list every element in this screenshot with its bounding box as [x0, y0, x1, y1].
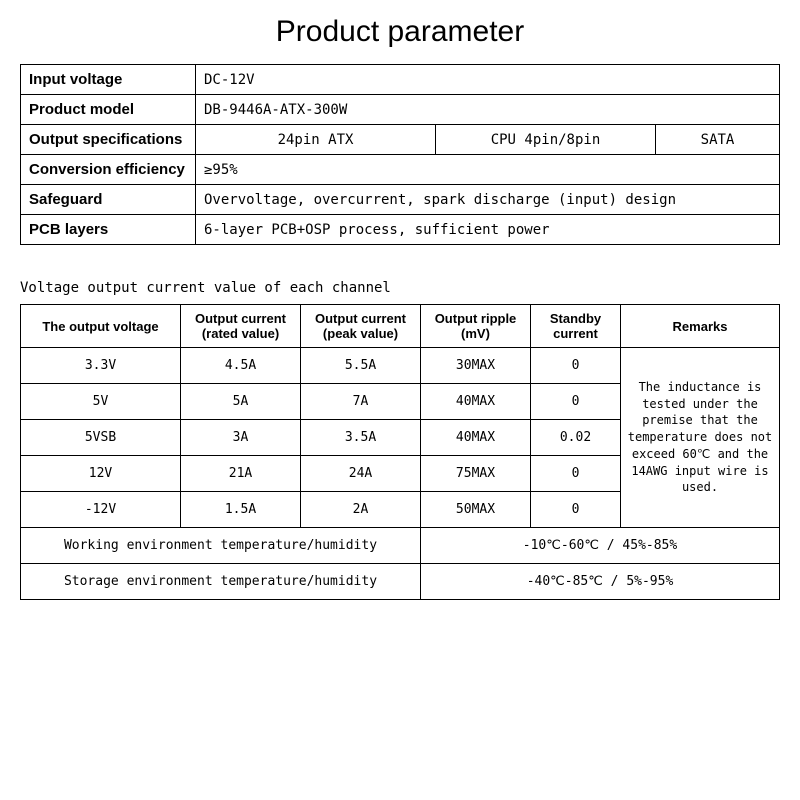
- cell: 7A: [301, 384, 421, 420]
- param-label: Input voltage: [21, 65, 196, 95]
- remarks-cell: The inductance is tested under the premi…: [621, 348, 780, 528]
- cell: 4.5A: [181, 348, 301, 384]
- param-label: Output specifications: [21, 125, 196, 155]
- parameter-table: Input voltage DC-12V Product model DB-94…: [20, 64, 780, 245]
- table-header-row: The output voltage Output current (rated…: [21, 305, 780, 348]
- cell: 12V: [21, 456, 181, 492]
- param-value: 6-layer PCB+OSP process, sufficient powe…: [196, 215, 780, 245]
- col-header: Output ripple (mV): [421, 305, 531, 348]
- col-header: Standby current: [531, 305, 621, 348]
- env-value: -40℃-85℃ / 5%-95%: [421, 564, 780, 600]
- cell: 50MAX: [421, 492, 531, 528]
- param-value: ≥95%: [196, 155, 780, 185]
- cell: 3.5A: [301, 420, 421, 456]
- env-label: Working environment temperature/humidity: [21, 528, 421, 564]
- col-header: The output voltage: [21, 305, 181, 348]
- cell: 3A: [181, 420, 301, 456]
- table-row: Input voltage DC-12V: [21, 65, 780, 95]
- table-row: PCB layers 6-layer PCB+OSP process, suff…: [21, 215, 780, 245]
- col-header: Output current (peak value): [301, 305, 421, 348]
- param-value: SATA: [656, 125, 780, 155]
- cell: 5V: [21, 384, 181, 420]
- cell: 0: [531, 384, 621, 420]
- cell: 3.3V: [21, 348, 181, 384]
- env-label: Storage environment temperature/humidity: [21, 564, 421, 600]
- cell: -12V: [21, 492, 181, 528]
- cell: 5VSB: [21, 420, 181, 456]
- table-row: Product model DB-9446A-ATX-300W: [21, 95, 780, 125]
- cell: 21A: [181, 456, 301, 492]
- param-value: 24pin ATX: [196, 125, 436, 155]
- table-row: Output specifications 24pin ATX CPU 4pin…: [21, 125, 780, 155]
- cell: 30MAX: [421, 348, 531, 384]
- param-value: DC-12V: [196, 65, 780, 95]
- cell: 0: [531, 456, 621, 492]
- cell: 5A: [181, 384, 301, 420]
- cell: 0.02: [531, 420, 621, 456]
- param-label: PCB layers: [21, 215, 196, 245]
- table-row: Storage environment temperature/humidity…: [21, 564, 780, 600]
- cell: 40MAX: [421, 420, 531, 456]
- param-label: Product model: [21, 95, 196, 125]
- cell: 2A: [301, 492, 421, 528]
- table-row: 3.3V 4.5A 5.5A 30MAX 0 The inductance is…: [21, 348, 780, 384]
- page-title: Product parameter: [20, 15, 780, 49]
- param-label: Conversion efficiency: [21, 155, 196, 185]
- param-value: CPU 4pin/8pin: [436, 125, 656, 155]
- param-value: Overvoltage, overcurrent, spark discharg…: [196, 185, 780, 215]
- table-row: Conversion efficiency ≥95%: [21, 155, 780, 185]
- table-row: Working environment temperature/humidity…: [21, 528, 780, 564]
- col-header: Output current (rated value): [181, 305, 301, 348]
- env-value: -10℃-60℃ / 45%-85%: [421, 528, 780, 564]
- voltage-table: The output voltage Output current (rated…: [20, 304, 780, 600]
- col-header: Remarks: [621, 305, 780, 348]
- table-row: Safeguard Overvoltage, overcurrent, spar…: [21, 185, 780, 215]
- param-value: DB-9446A-ATX-300W: [196, 95, 780, 125]
- param-label: Safeguard: [21, 185, 196, 215]
- subtitle: Voltage output current value of each cha…: [20, 280, 780, 296]
- cell: 1.5A: [181, 492, 301, 528]
- cell: 40MAX: [421, 384, 531, 420]
- cell: 0: [531, 492, 621, 528]
- cell: 0: [531, 348, 621, 384]
- cell: 75MAX: [421, 456, 531, 492]
- cell: 5.5A: [301, 348, 421, 384]
- cell: 24A: [301, 456, 421, 492]
